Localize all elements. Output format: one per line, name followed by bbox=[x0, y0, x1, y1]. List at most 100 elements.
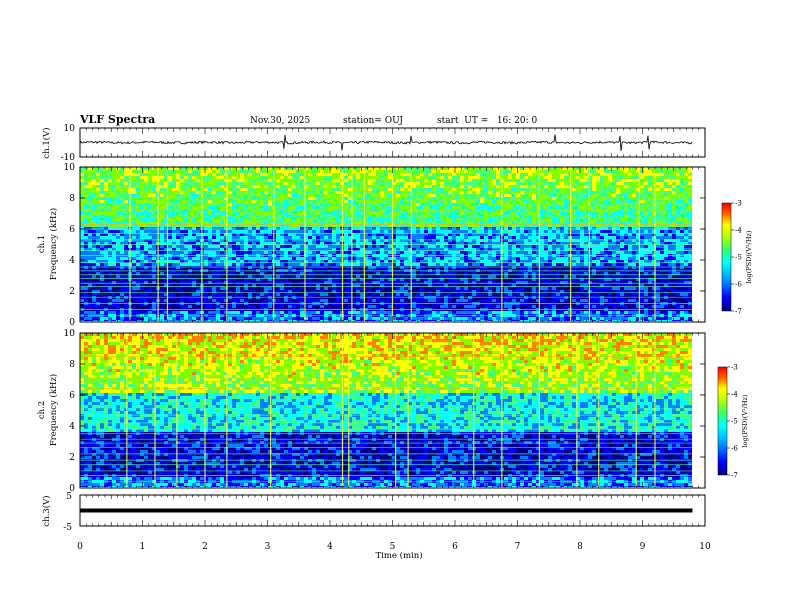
spectrogram-cell bbox=[284, 182, 289, 186]
spectrogram-cell bbox=[316, 185, 321, 189]
spectrogram-cell bbox=[300, 203, 305, 207]
spectrogram-cell bbox=[560, 188, 565, 192]
spectrogram-cell bbox=[328, 179, 333, 183]
spectrogram-cell bbox=[112, 203, 117, 207]
spectrogram-cell bbox=[368, 209, 373, 213]
spectrogram-cell bbox=[520, 251, 525, 255]
spectrogram-cell bbox=[668, 209, 673, 213]
spectrogram-cell bbox=[380, 233, 385, 237]
spectrogram-cell bbox=[304, 236, 309, 240]
spectrogram-cell bbox=[516, 239, 521, 243]
spectrogram-cell bbox=[432, 257, 437, 261]
spectrogram-cell bbox=[476, 206, 481, 210]
spectrogram-cell bbox=[644, 170, 649, 174]
spectrogram-cell bbox=[584, 206, 589, 210]
spectrogram-cell bbox=[640, 188, 645, 192]
spectrogram-cell bbox=[368, 221, 373, 225]
spectrogram-cell bbox=[344, 182, 349, 186]
spectrogram-cell bbox=[148, 257, 153, 261]
spectrogram-cell bbox=[100, 248, 105, 252]
spectrogram-cell bbox=[452, 236, 457, 240]
spectrogram-cell bbox=[680, 176, 685, 180]
spectrogram-cell bbox=[440, 188, 445, 192]
ch1-ytick-bottom: -10 bbox=[61, 153, 76, 163]
spectrogram-cell bbox=[136, 233, 141, 237]
spectrogram-cell bbox=[664, 191, 669, 195]
spectrogram-cell bbox=[160, 263, 165, 267]
spectrogram-cell bbox=[592, 182, 597, 186]
spectrogram-cell bbox=[152, 245, 157, 249]
spectrogram-cell bbox=[96, 242, 101, 246]
spectrogram-cell bbox=[84, 215, 89, 219]
spectrogram-cell bbox=[604, 215, 609, 219]
spectrogram-cell bbox=[376, 173, 381, 177]
spectrogram-cell bbox=[400, 182, 405, 186]
spectrogram-cell bbox=[420, 197, 425, 201]
spectrogram-cell bbox=[252, 200, 257, 204]
spectrogram-cell bbox=[616, 185, 621, 189]
spectrogram-cell bbox=[524, 212, 529, 216]
spectrogram-cell bbox=[288, 188, 293, 192]
spectrogram-cell bbox=[392, 203, 397, 207]
spectrogram-cell bbox=[260, 188, 265, 192]
spectrogram-cell bbox=[628, 182, 633, 186]
spectrogram-cell bbox=[420, 257, 425, 261]
spectrogram-cell bbox=[352, 236, 357, 240]
spectrogram-cell bbox=[80, 197, 85, 201]
spectrogram-cell bbox=[524, 248, 529, 252]
spectrogram-cell bbox=[116, 215, 121, 219]
spectrogram-cell bbox=[292, 236, 297, 240]
date-label: Nov.30, 2025 bbox=[250, 116, 311, 126]
spectrogram-cell bbox=[652, 185, 657, 189]
spectrogram-cell bbox=[172, 200, 177, 204]
spectrogram-cell bbox=[312, 203, 317, 207]
spectrogram-cell bbox=[260, 233, 265, 237]
spectrogram-cell bbox=[484, 215, 489, 219]
spectrogram-cell bbox=[292, 257, 297, 261]
spectrogram-cell bbox=[504, 230, 509, 234]
spectrogram-cell bbox=[448, 188, 453, 192]
spectrogram-cell bbox=[612, 209, 617, 213]
spectrogram-cell bbox=[504, 233, 509, 237]
spectrogram-cell bbox=[280, 185, 285, 189]
spectrogram-cell bbox=[284, 212, 289, 216]
spectrogram-cell bbox=[604, 221, 609, 225]
spectrogram-cell bbox=[204, 176, 209, 180]
spectrogram-cell bbox=[592, 215, 597, 219]
spectrogram-cell bbox=[636, 170, 641, 174]
spectrogram-cell bbox=[144, 239, 149, 243]
spectrogram-cell bbox=[544, 236, 549, 240]
spectrogram-cell bbox=[136, 221, 141, 225]
spectrogram-cell bbox=[280, 182, 285, 186]
spectrogram-cell bbox=[132, 173, 137, 177]
spectrogram-cell bbox=[628, 215, 633, 219]
spectrogram-cell bbox=[480, 173, 485, 177]
spectrogram-cell bbox=[160, 230, 165, 234]
spectrogram-cell bbox=[304, 239, 309, 243]
spectrogram-cell bbox=[460, 221, 465, 225]
spectrogram-cell bbox=[196, 197, 201, 201]
spectrogram-cell bbox=[148, 194, 153, 198]
spectrogram-cell bbox=[180, 257, 185, 261]
spectrogram-cell bbox=[80, 221, 85, 225]
spectrogram-cell bbox=[240, 173, 245, 177]
spectrogram-cell bbox=[424, 194, 429, 198]
spectrogram-cell bbox=[624, 209, 629, 213]
spectrogram-cell bbox=[596, 224, 601, 228]
spectrogram-cell bbox=[676, 200, 681, 204]
spectrogram-cell bbox=[108, 239, 113, 243]
spectrogram-cell bbox=[124, 239, 129, 243]
spectrogram-cell bbox=[524, 194, 529, 198]
spectrogram-cell bbox=[316, 179, 321, 183]
spectrogram-cell bbox=[124, 191, 129, 195]
spectrogram-cell bbox=[428, 242, 433, 246]
spectrogram-cell bbox=[392, 182, 397, 186]
spectrogram-cell bbox=[180, 182, 185, 186]
spectrogram-cell bbox=[148, 188, 153, 192]
spectrogram-cell bbox=[160, 257, 165, 261]
spectrogram-cell bbox=[464, 221, 469, 225]
spectrogram-cell bbox=[312, 200, 317, 204]
spectrogram-cell bbox=[580, 194, 585, 198]
spectrogram-cell bbox=[420, 176, 425, 180]
spectrogram-cell bbox=[392, 206, 397, 210]
